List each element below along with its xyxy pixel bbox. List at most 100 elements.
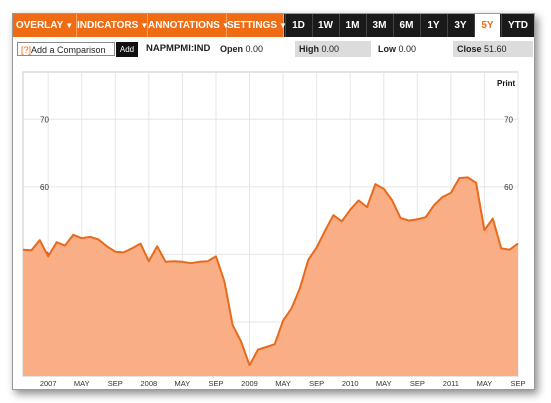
x-tick-label: MAY	[376, 379, 392, 388]
x-tick-label: 2011	[443, 379, 459, 388]
range-5y-button[interactable]: 5Y	[474, 14, 500, 37]
pmi-area-chart: 2007 MAY SEP 2008 MAY SEP 2009 MAY SEP 2010 MAY SEP…	[22, 71, 526, 388]
data-point	[450, 192, 452, 194]
chevron-down-icon: ▼	[279, 21, 287, 30]
add-comparison-input[interactable]: [?]Add a Comparison	[17, 42, 115, 56]
data-point	[215, 255, 217, 257]
data-point	[332, 214, 334, 216]
data-point	[307, 259, 309, 261]
data-point	[22, 249, 24, 251]
range-ytd-button[interactable]: YTD	[501, 14, 534, 37]
chevron-down-icon: ▼	[140, 21, 149, 30]
data-point	[265, 346, 267, 348]
data-point	[248, 364, 250, 366]
range-1y-button[interactable]: 1Y	[420, 14, 446, 37]
x-tick-label: 2009	[241, 379, 258, 388]
range-1m-button[interactable]: 1M	[339, 14, 365, 37]
data-point	[399, 217, 401, 219]
data-point	[223, 280, 225, 282]
data-point	[240, 340, 242, 342]
x-tick-label: SEP	[410, 379, 425, 388]
open-stat: Open 0.00	[220, 44, 264, 54]
data-point	[517, 242, 519, 244]
y-tick-label-left: 70	[40, 115, 49, 124]
data-point	[483, 229, 485, 231]
data-point	[206, 260, 208, 262]
chart-toolbar: OVERLAY ▼ INDICATORS ▼ ANNOTATIONS ▼ SETTIN…	[13, 14, 534, 37]
annotations-menu-button[interactable]: ANNOTATIONS ▼	[148, 14, 230, 37]
high-stat: High 0.00	[295, 41, 371, 57]
data-point	[416, 218, 418, 220]
data-point	[198, 261, 200, 263]
data-point	[148, 260, 150, 262]
data-point	[383, 188, 385, 190]
data-point	[324, 230, 326, 232]
range-6m-button[interactable]: 6M	[393, 14, 419, 37]
data-point	[366, 206, 368, 208]
range-3m-button[interactable]: 3M	[366, 14, 392, 37]
x-tick-label: MAY	[275, 379, 291, 388]
data-point	[441, 196, 443, 198]
add-comparison-button[interactable]: Add	[116, 42, 138, 57]
y-tick-label-right: 70	[504, 115, 513, 124]
data-point	[81, 237, 83, 239]
data-point	[315, 246, 317, 248]
x-tick-label: SEP	[510, 379, 525, 388]
data-point	[341, 220, 343, 222]
series-line	[22, 176, 519, 367]
data-point	[257, 349, 259, 351]
data-point	[190, 262, 192, 264]
data-point	[433, 204, 435, 206]
data-point	[106, 245, 108, 247]
settings-menu-button[interactable]: SETTINGS ▼	[227, 14, 287, 37]
data-point	[232, 324, 234, 326]
chart-widget: OVERLAY ▼ INDICATORS ▼ ANNOTATIONS ▼ SETTIN…	[12, 13, 535, 390]
x-tick-label: SEP	[208, 379, 223, 388]
data-point	[408, 219, 410, 221]
help-icon[interactable]: [?]	[21, 45, 32, 55]
data-point	[290, 307, 292, 309]
x-tick-label: MAY	[74, 379, 90, 388]
data-point	[299, 287, 301, 289]
data-point	[72, 234, 74, 236]
data-point	[357, 199, 359, 201]
data-point	[475, 182, 477, 184]
add-comparison-label: Add a Comparison	[31, 45, 106, 55]
data-point	[181, 261, 183, 263]
range-3y-button[interactable]: 3Y	[447, 14, 473, 37]
data-point	[492, 217, 494, 219]
data-point	[458, 177, 460, 179]
x-tick-label: MAY	[175, 379, 191, 388]
chevron-down-icon: ▼	[221, 21, 230, 30]
data-point	[114, 251, 116, 253]
data-point	[173, 260, 175, 262]
data-point	[139, 242, 141, 244]
data-point	[508, 249, 510, 251]
data-point	[349, 209, 351, 211]
overlay-menu-button[interactable]: OVERLAY ▼	[13, 14, 77, 37]
print-link[interactable]: Print	[497, 79, 516, 88]
chevron-down-icon: ▼	[65, 21, 74, 30]
x-tick-label: 2008	[141, 379, 158, 388]
data-point	[39, 239, 41, 241]
close-stat: Close 51.60	[453, 41, 533, 57]
data-point	[374, 183, 376, 185]
ticker-symbol: NAPMPMI:IND	[146, 43, 211, 54]
quote-info-bar: [?]Add a Comparison Add NAPMPMI:IND Open…	[13, 37, 534, 63]
data-point	[164, 261, 166, 263]
x-tick-label: 2007	[40, 379, 57, 388]
data-point	[64, 244, 66, 246]
data-point	[156, 245, 158, 247]
data-point	[30, 249, 32, 251]
range-1w-button[interactable]: 1W	[312, 14, 338, 37]
indicators-menu-button[interactable]: INDICATORS ▼	[77, 14, 148, 37]
data-point	[47, 255, 49, 257]
data-point	[123, 251, 125, 253]
range-1d-button[interactable]: 1D	[285, 14, 311, 37]
data-point	[55, 241, 57, 243]
series-area	[23, 177, 518, 376]
data-point	[500, 247, 502, 249]
data-point	[131, 247, 133, 249]
data-point	[425, 216, 427, 218]
data-point	[97, 238, 99, 240]
